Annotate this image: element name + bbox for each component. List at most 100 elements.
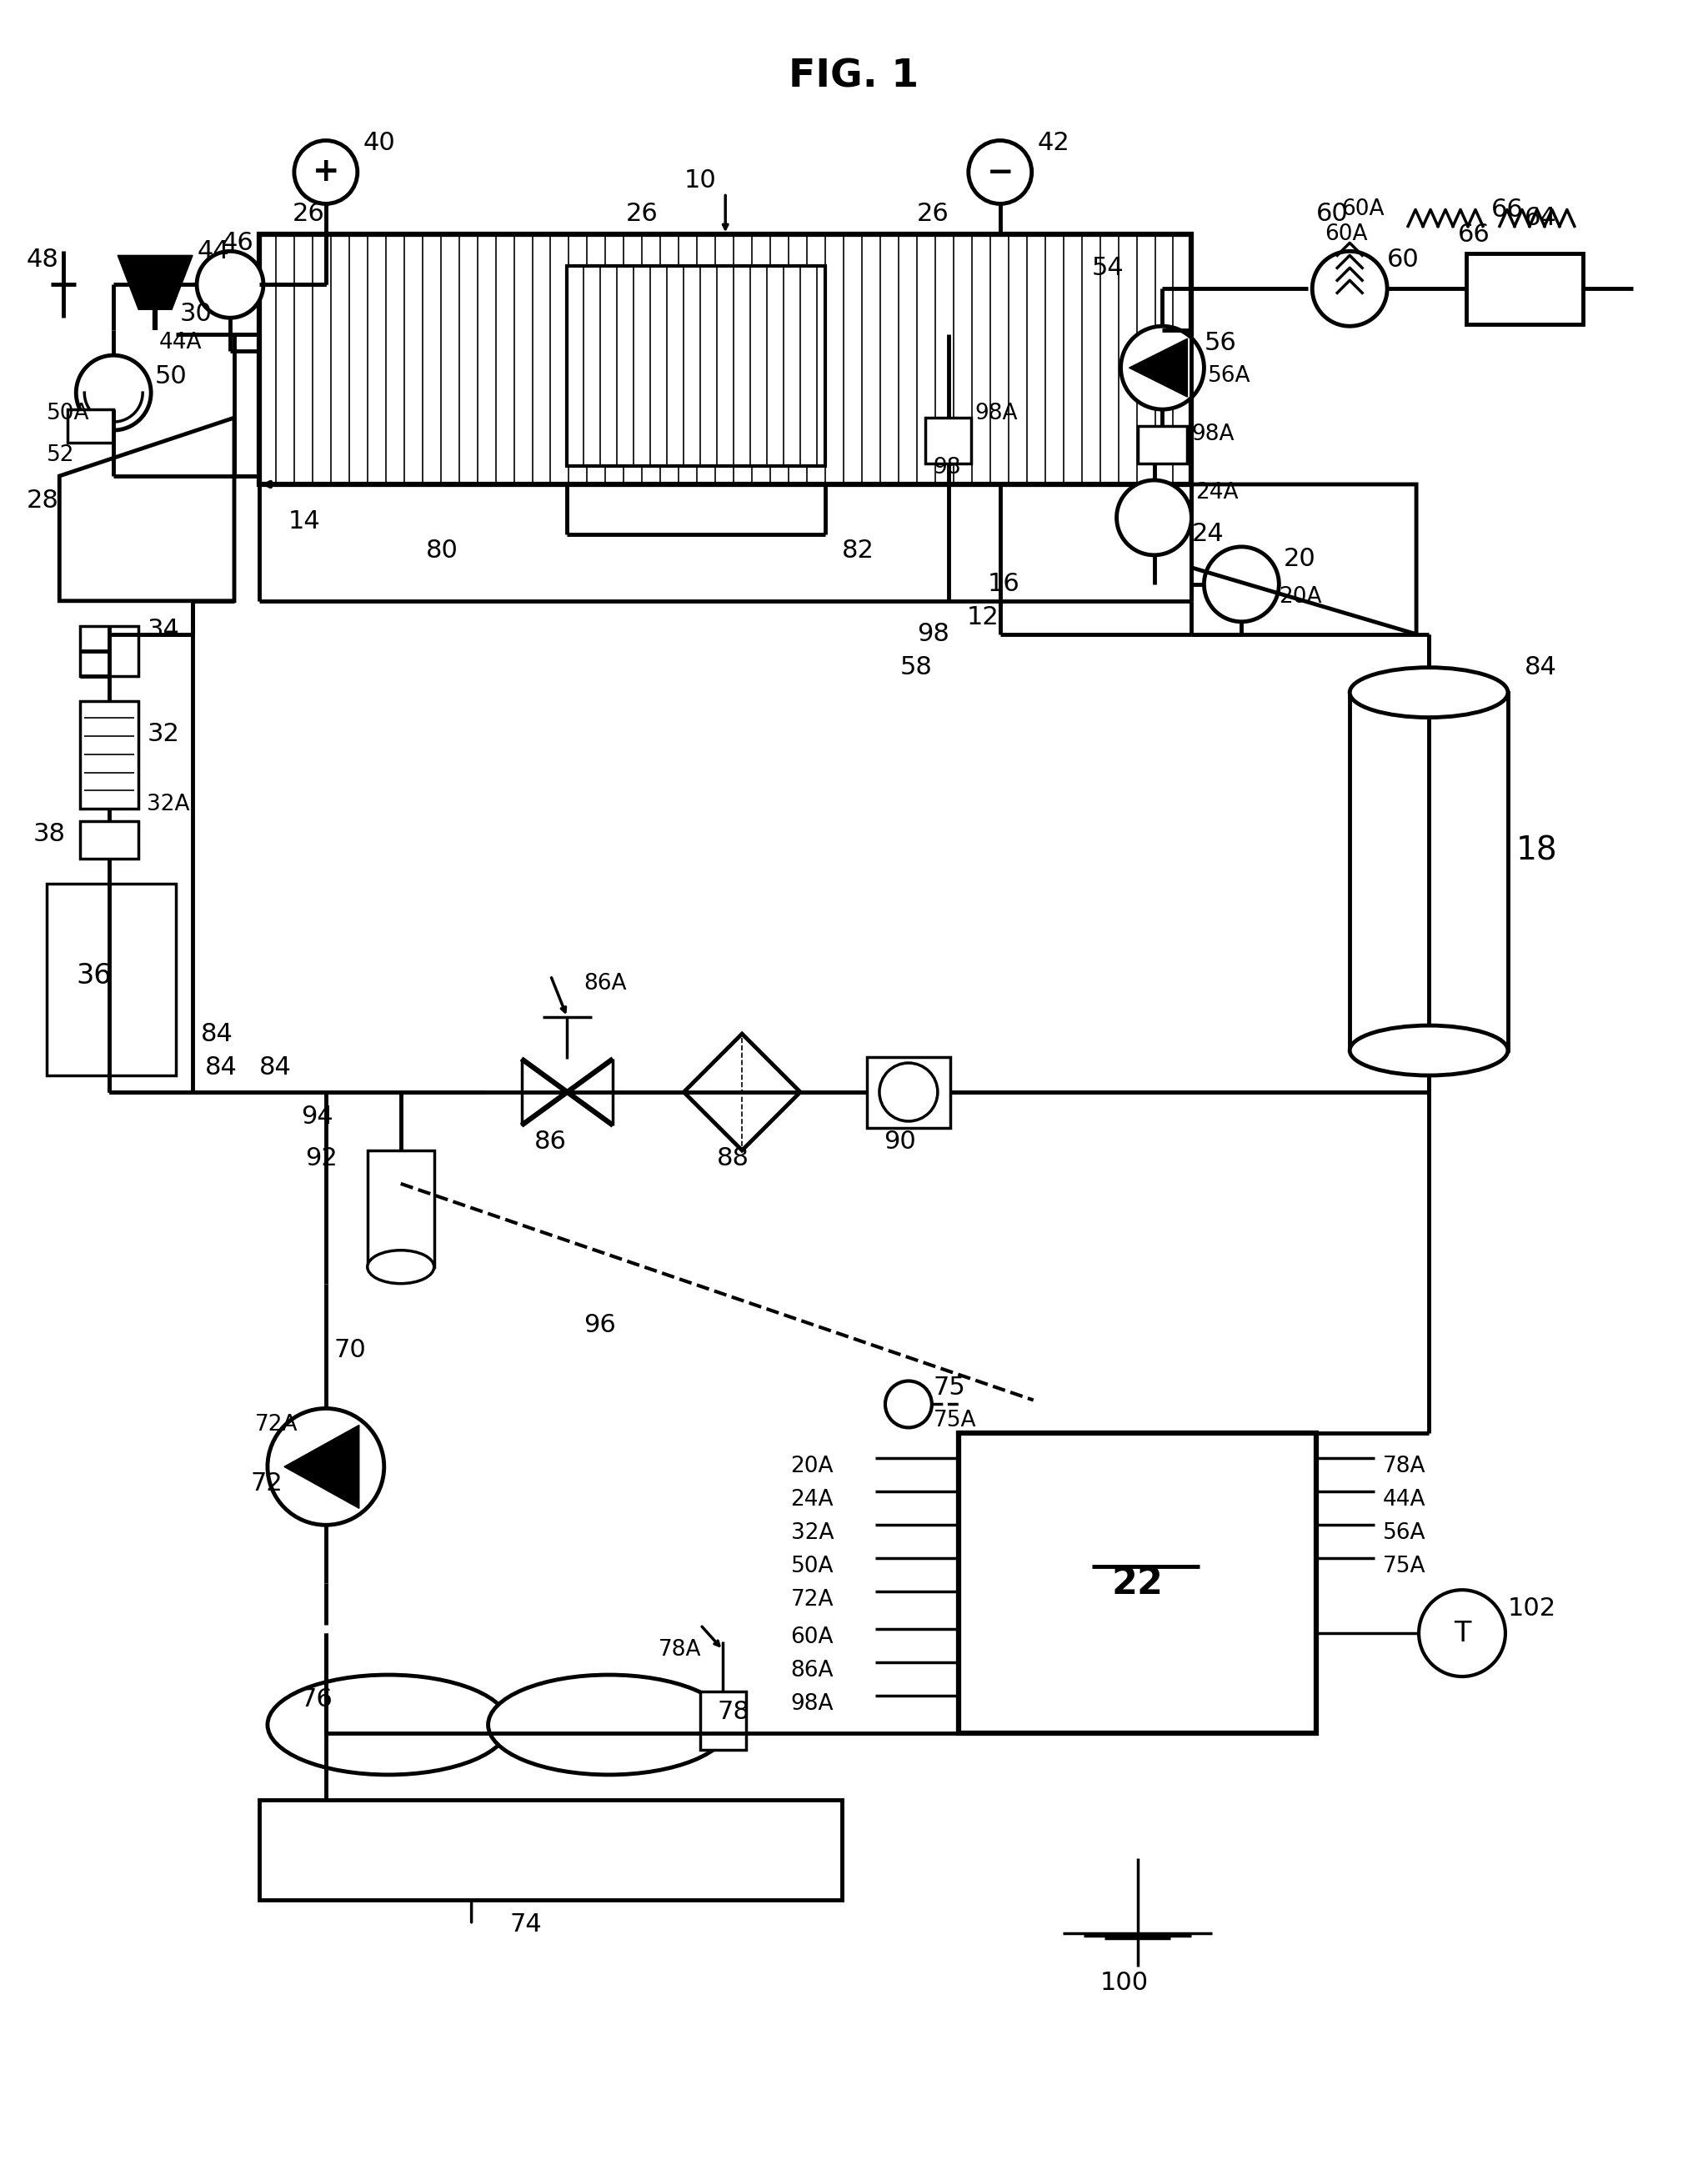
Text: 26: 26 [917,202,950,226]
Text: 20A: 20A [791,1456,834,1478]
Text: 80: 80 [425,538,458,562]
Text: 20A: 20A [1279,586,1322,608]
Text: 60: 60 [1317,202,1349,226]
Text: 56A: 56A [1383,1523,1426,1545]
Text: 66: 66 [1459,224,1491,247]
Text: +: + [313,156,340,189]
Text: 98A: 98A [975,404,1018,425]
Text: 86: 86 [535,1131,567,1154]
Text: 20: 20 [1283,547,1315,571]
Text: 98: 98 [917,623,950,647]
Text: 72: 72 [251,1471,284,1495]
Text: 30: 30 [179,302,212,325]
Bar [926,419,970,464]
Text: 38: 38 [32,822,65,846]
Text: −: − [987,156,1013,189]
Ellipse shape [1349,668,1508,718]
Text: 24A: 24A [791,1489,834,1510]
Text: 32A: 32A [791,1523,834,1545]
Text: 78A: 78A [1383,1456,1426,1478]
Text: 18: 18 [1517,835,1558,866]
Text: 98: 98 [934,458,962,480]
Bar [958,1434,1317,1734]
Circle shape [77,356,150,430]
Bar [80,701,138,809]
Circle shape [885,1380,933,1428]
Bar [868,1057,950,1128]
Text: 24A: 24A [1196,482,1238,503]
Polygon shape [284,1426,359,1508]
Text: 12: 12 [967,605,999,629]
Text: 86A: 86A [584,972,627,994]
Circle shape [1204,547,1279,621]
Circle shape [1419,1591,1505,1677]
Bar [80,822,138,859]
Text: FIG. 1: FIG. 1 [789,59,919,95]
Text: 76: 76 [301,1688,333,1712]
Text: 10: 10 [683,169,716,193]
Ellipse shape [488,1675,729,1775]
Bar [80,625,138,675]
Text: 75A: 75A [934,1410,977,1432]
Text: 78: 78 [717,1701,750,1725]
Text: 46: 46 [222,230,254,256]
Text: 24: 24 [1192,523,1225,547]
Text: 98A: 98A [791,1693,834,1714]
Text: 74: 74 [509,1912,541,1936]
Text: 86A: 86A [791,1660,834,1682]
Bar [260,1799,842,1899]
Text: 64: 64 [1525,206,1556,230]
Text: 32A: 32A [147,794,190,816]
Text: 16: 16 [987,573,1020,597]
Bar [46,883,176,1076]
Text: 60A: 60A [791,1628,834,1649]
Text: 48: 48 [26,247,58,271]
Text: 50A: 50A [46,404,91,425]
Polygon shape [118,256,193,310]
Text: 36: 36 [77,961,111,990]
Circle shape [968,141,1032,204]
Text: 52: 52 [46,445,75,467]
Ellipse shape [1349,1026,1508,1076]
Bar [260,234,1192,484]
Bar [1349,692,1508,1050]
Text: 44A: 44A [1383,1489,1426,1510]
Circle shape [1312,252,1387,326]
Text: 75: 75 [934,1376,965,1400]
Text: 94: 94 [301,1105,333,1128]
Circle shape [880,1063,938,1122]
Text: 72A: 72A [791,1588,834,1610]
Bar [1138,425,1187,464]
Text: 60A: 60A [1341,200,1383,221]
Text: 66: 66 [1491,197,1524,221]
Text: 78A: 78A [659,1638,702,1660]
Text: 58: 58 [900,655,933,679]
Text: 28: 28 [26,488,58,512]
Text: 44: 44 [196,239,229,263]
Text: 84: 84 [205,1055,237,1078]
Text: 72A: 72A [254,1415,297,1437]
Bar [700,1690,746,1749]
Text: 56: 56 [1204,330,1237,356]
Text: T: T [1454,1619,1471,1647]
Text: 96: 96 [584,1313,617,1337]
Text: 84: 84 [202,1022,234,1046]
Text: 42: 42 [1037,130,1069,154]
Ellipse shape [367,1250,434,1285]
Circle shape [1117,480,1192,556]
Text: 50A: 50A [791,1556,834,1578]
Text: 102: 102 [1508,1597,1556,1621]
Text: 44A: 44A [159,332,202,354]
Text: 26: 26 [625,202,658,226]
Text: 60: 60 [1387,247,1419,271]
Text: 84: 84 [1525,655,1558,679]
Text: 40: 40 [364,130,396,154]
Polygon shape [1129,339,1187,397]
Circle shape [196,252,263,317]
Bar [68,410,113,443]
Text: 60A: 60A [1325,224,1368,245]
Circle shape [294,141,357,204]
Text: 100: 100 [1100,1970,1148,1994]
Text: 34: 34 [147,618,179,642]
Bar [567,267,825,467]
